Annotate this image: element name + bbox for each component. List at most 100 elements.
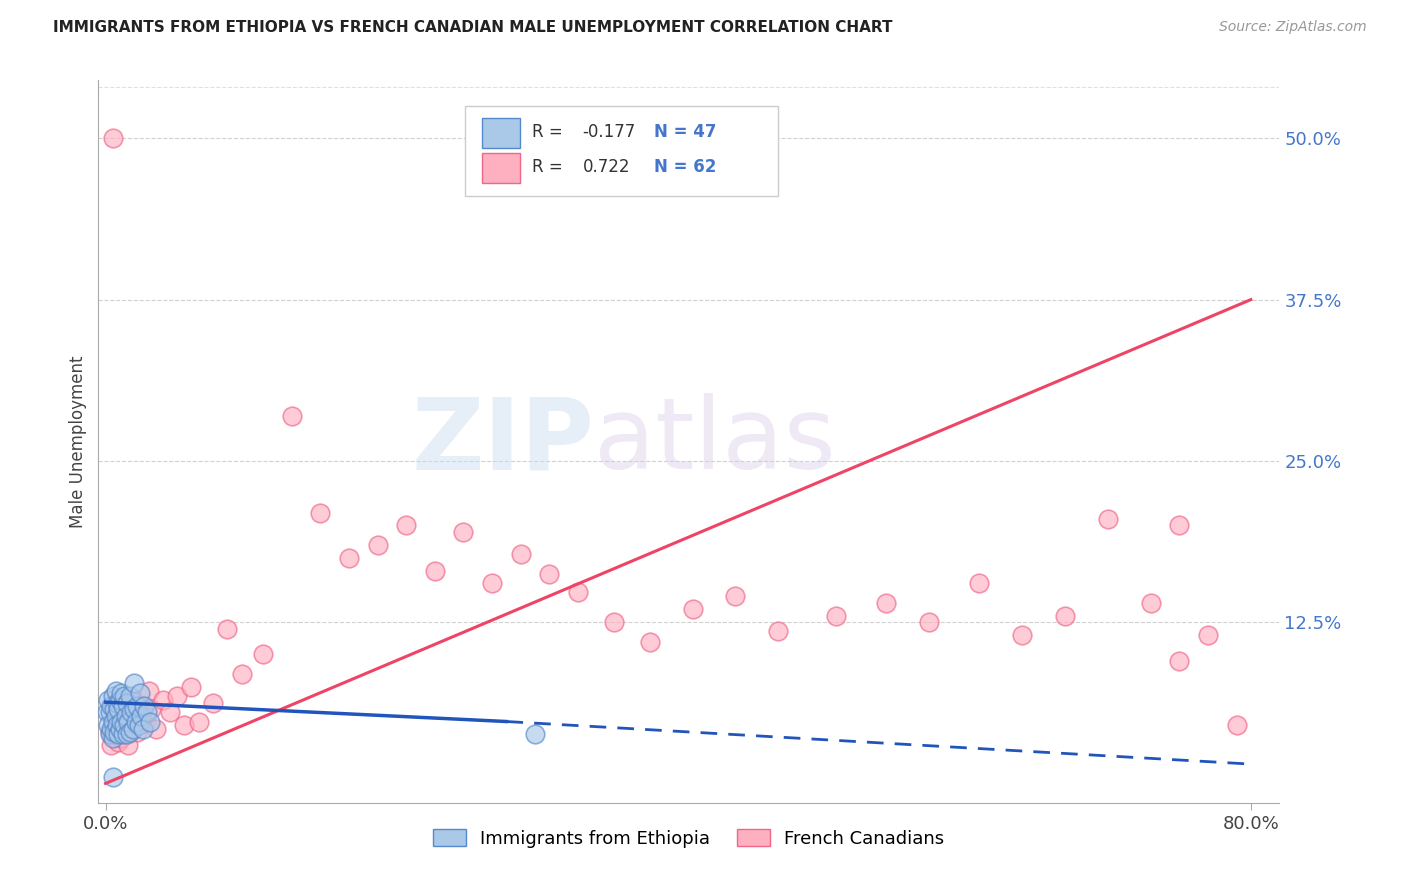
Point: [131, 709, 153, 723]
Point: [111, 699, 134, 714]
Text: ZIP: ZIP: [412, 393, 595, 490]
Point: [180, 680, 202, 694]
Point: [1053, 608, 1076, 623]
Point: [105, 723, 128, 737]
Point: [103, 701, 125, 715]
Point: [136, 706, 159, 720]
Point: [423, 564, 446, 578]
Point: [98, 706, 121, 720]
Point: [134, 699, 156, 714]
Text: Source: ZipAtlas.com: Source: ZipAtlas.com: [1219, 20, 1367, 34]
FancyBboxPatch shape: [482, 153, 520, 183]
Point: [108, 712, 131, 726]
Point: [567, 585, 589, 599]
Point: [682, 602, 704, 616]
Point: [231, 666, 253, 681]
Point: [110, 686, 132, 700]
Point: [110, 731, 132, 746]
Point: [138, 683, 160, 698]
Point: [603, 615, 626, 630]
Point: [115, 709, 138, 723]
Point: [104, 709, 127, 723]
Point: [141, 701, 163, 715]
Point: [509, 547, 531, 561]
Point: [112, 689, 135, 703]
Point: [967, 576, 990, 591]
Point: [538, 567, 561, 582]
Point: [1168, 518, 1191, 533]
Point: [395, 518, 418, 533]
Point: [101, 770, 124, 784]
Point: [875, 596, 897, 610]
Point: [118, 724, 141, 739]
Point: [129, 686, 152, 700]
Point: [107, 727, 129, 741]
Point: [768, 624, 790, 639]
Point: [101, 731, 124, 746]
Text: R =: R =: [531, 158, 574, 176]
Point: [125, 724, 148, 739]
Point: [107, 735, 129, 749]
Point: [280, 409, 302, 423]
Point: [100, 699, 122, 714]
Point: [118, 692, 141, 706]
Point: [724, 590, 747, 604]
Point: [132, 723, 155, 737]
Point: [128, 718, 150, 732]
Text: 0.722: 0.722: [582, 158, 630, 176]
Point: [97, 692, 120, 706]
Point: [1139, 596, 1161, 610]
Point: [108, 692, 131, 706]
Point: [152, 692, 174, 706]
Point: [104, 706, 127, 720]
Point: [187, 714, 209, 729]
Y-axis label: Male Unemployment: Male Unemployment: [69, 355, 87, 528]
Point: [1097, 512, 1119, 526]
Point: [110, 714, 132, 729]
Point: [118, 689, 141, 703]
Point: [112, 718, 135, 732]
Point: [114, 709, 136, 723]
Point: [114, 727, 136, 741]
FancyBboxPatch shape: [482, 118, 520, 148]
Point: [108, 723, 131, 737]
Point: [107, 701, 129, 715]
Point: [101, 689, 124, 703]
Point: [96, 706, 118, 720]
Point: [105, 697, 128, 711]
Point: [111, 718, 134, 732]
Point: [166, 689, 188, 703]
Point: [120, 706, 142, 720]
Point: [173, 718, 195, 732]
Legend: Immigrants from Ethiopia, French Canadians: Immigrants from Ethiopia, French Canadia…: [426, 822, 952, 855]
Point: [638, 634, 661, 648]
Point: [121, 723, 143, 737]
Point: [115, 697, 138, 711]
Point: [122, 701, 145, 715]
Point: [100, 738, 122, 752]
Text: N = 47: N = 47: [654, 123, 716, 141]
Point: [122, 675, 145, 690]
FancyBboxPatch shape: [464, 105, 778, 196]
Point: [112, 699, 135, 714]
Point: [367, 538, 389, 552]
Point: [453, 524, 475, 539]
Point: [101, 131, 124, 145]
Point: [117, 714, 139, 729]
Point: [97, 718, 120, 732]
Point: [125, 699, 148, 714]
Point: [104, 683, 127, 698]
Point: [1225, 718, 1247, 732]
Point: [115, 727, 138, 741]
Point: [524, 727, 547, 741]
Point: [309, 506, 332, 520]
Point: [98, 727, 121, 741]
Point: [117, 738, 139, 752]
Point: [159, 706, 181, 720]
Point: [105, 718, 128, 732]
Point: [120, 718, 142, 732]
Point: [131, 699, 153, 714]
Point: [98, 724, 121, 739]
Point: [100, 723, 122, 737]
Point: [145, 723, 167, 737]
